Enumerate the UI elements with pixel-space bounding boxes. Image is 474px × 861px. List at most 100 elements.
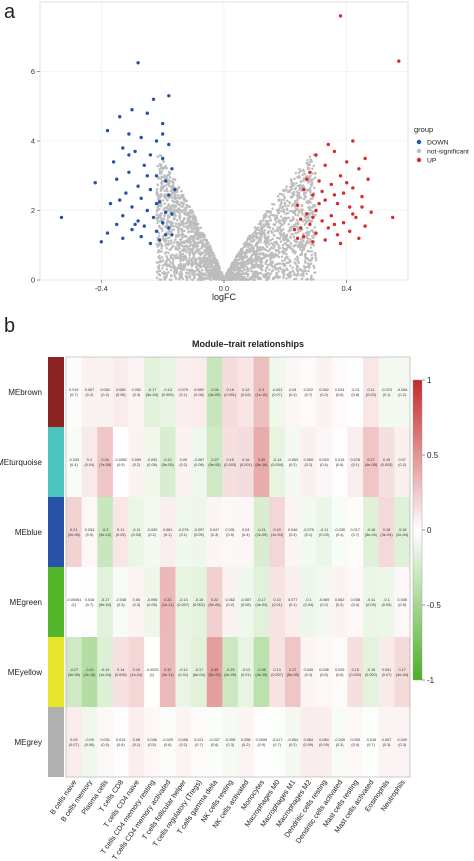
point-up (299, 217, 303, 221)
cell-correlation: 0.14 (117, 668, 124, 672)
point-not-significant (274, 214, 278, 218)
point-not-significant (216, 265, 219, 269)
point-not-significant (295, 225, 298, 228)
point-not-significant (197, 248, 200, 251)
heatmap-cell (206, 497, 223, 568)
point-not-significant (250, 270, 253, 273)
point-not-significant (194, 220, 198, 224)
cell-correlation: 0.1 (87, 458, 92, 462)
point-not-significant (285, 273, 289, 276)
heatmap-cell (316, 497, 333, 568)
cell-pvalue: (0.2) (289, 463, 298, 467)
colorbar-tick-label: 1 (427, 376, 432, 385)
point-not-significant (263, 241, 266, 244)
heatmap-cell (284, 567, 301, 638)
point-not-significant (193, 228, 197, 231)
point-not-significant (171, 196, 175, 199)
point-up (360, 205, 364, 209)
cell-pvalue: (0.3) (132, 603, 141, 607)
cell-pvalue: (0.2) (320, 393, 329, 397)
point-not-significant (211, 254, 215, 258)
heatmap-cell (238, 637, 254, 708)
point-not-significant (289, 247, 293, 251)
volcano-y-ticks: 0 2 4 6 (31, 67, 40, 285)
point-not-significant (282, 271, 285, 274)
point-not-significant (169, 205, 173, 209)
point-not-significant (179, 259, 182, 263)
point-not-significant (307, 188, 310, 191)
point-not-significant (235, 264, 239, 267)
point-not-significant (169, 268, 173, 272)
point-not-significant (265, 272, 269, 275)
point-not-significant (161, 182, 164, 185)
point-not-significant (291, 216, 295, 219)
heatmap-cell (347, 357, 364, 428)
heatmap-cell (66, 567, 82, 638)
cell-pvalue: (0.08) (241, 603, 252, 607)
point-not-significant (291, 218, 294, 222)
point-not-significant (167, 178, 171, 182)
cell-correlation: -0.069 (319, 598, 330, 602)
point-up (332, 149, 337, 154)
point-up (363, 224, 367, 228)
point-not-significant (291, 269, 295, 273)
point-not-significant (299, 188, 303, 191)
point-not-significant (253, 231, 257, 235)
cell-correlation: 0.17 (398, 668, 405, 672)
cell-pvalue: (0.02) (241, 393, 252, 397)
cell-correlation: 0.078 (351, 458, 361, 462)
point-not-significant (184, 206, 188, 209)
legend-marker-ns (416, 148, 422, 154)
cell-correlation: -0.087 (194, 458, 205, 462)
point-not-significant (272, 266, 276, 269)
point-not-significant (175, 268, 179, 272)
point-not-significant (185, 221, 189, 224)
point-not-significant (188, 276, 192, 279)
point-down (170, 167, 174, 171)
heatmap-cell (144, 567, 161, 638)
cell-correlation: 0.32 (164, 668, 171, 672)
heatmap-cell (347, 427, 364, 498)
point-up (360, 194, 364, 199)
cell-correlation: -0.049 (334, 738, 345, 742)
point-up (299, 226, 303, 230)
cell-pvalue: (0.5) (320, 673, 329, 677)
point-down (133, 149, 137, 154)
point-not-significant (239, 263, 243, 266)
point-up (351, 212, 355, 216)
point-down (154, 174, 159, 178)
point-not-significant (299, 208, 303, 211)
cell-pvalue: (0.2) (86, 393, 95, 397)
point-not-significant (295, 265, 299, 269)
point-not-significant (167, 170, 171, 174)
point-not-significant (313, 205, 316, 208)
point-not-significant (165, 264, 169, 267)
point-not-significant (182, 247, 186, 251)
point-not-significant (251, 236, 255, 240)
point-not-significant (259, 263, 262, 267)
cell-correlation: 0.0059 (256, 738, 268, 742)
heatmap-colorbar: 1 0.5 0 -0.5 -1 (412, 376, 441, 685)
cell-correlation: 0.07 (398, 458, 405, 462)
point-not-significant (258, 236, 261, 240)
cell-pvalue: (2e-18) (83, 673, 96, 677)
point-not-significant (299, 245, 302, 249)
point-not-significant (185, 251, 189, 254)
point-not-significant (306, 232, 310, 236)
point-not-significant (177, 278, 181, 281)
cell-correlation: -0.063 (287, 458, 298, 462)
point-not-significant (304, 242, 308, 245)
point-not-significant (279, 266, 282, 270)
cell-correlation: 0.19 (273, 528, 280, 532)
point-not-significant (169, 273, 173, 277)
point-up (302, 187, 306, 192)
point-not-significant (191, 271, 195, 275)
point-not-significant (275, 236, 279, 240)
point-not-significant (292, 211, 295, 214)
heatmap-cell (253, 707, 270, 778)
point-not-significant (208, 246, 211, 250)
point-not-significant (239, 269, 242, 273)
point-not-significant (281, 205, 285, 208)
point-not-significant (313, 252, 316, 256)
